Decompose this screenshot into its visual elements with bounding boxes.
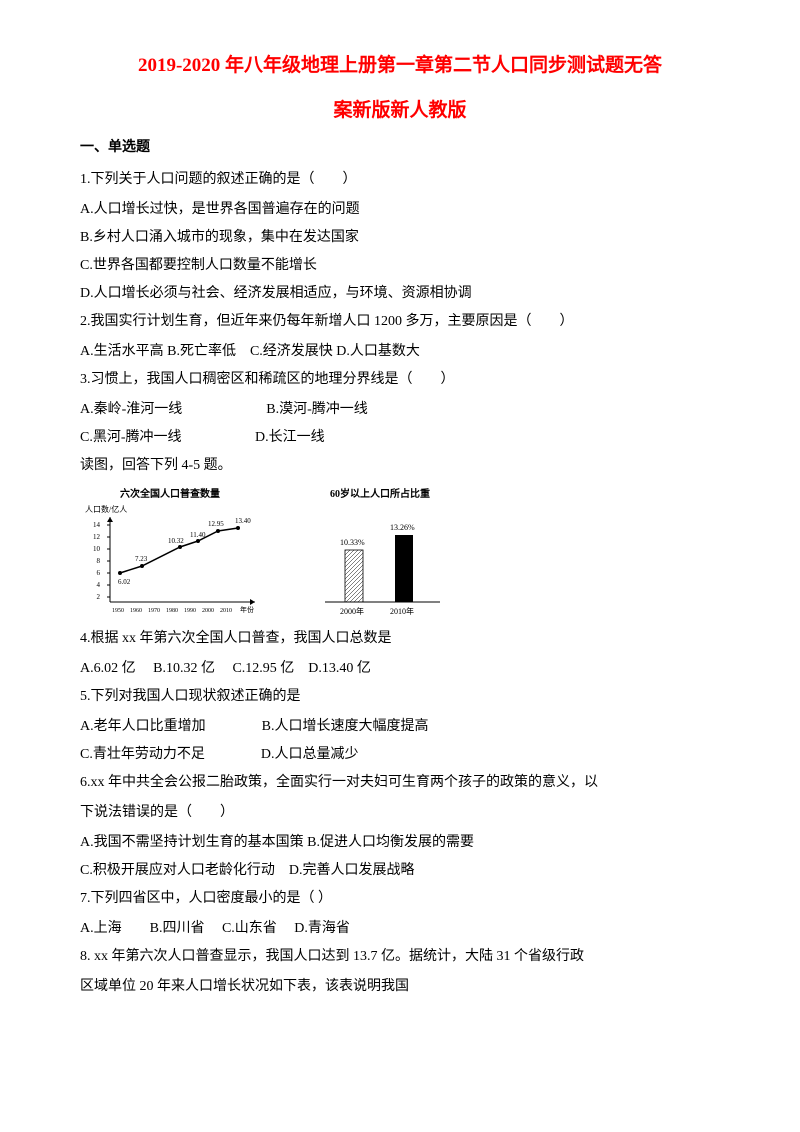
q1-optD: D.人口增长必须与社会、经济发展相适应，与环境、资源相协调: [80, 280, 720, 308]
svg-text:1990: 1990: [184, 608, 196, 614]
q4-stem: 4.根据 xx 年第六次全国人口普查，我国人口总数是: [80, 625, 720, 653]
svg-text:6.02: 6.02: [118, 578, 131, 586]
section-header: 一、单选题: [80, 136, 720, 156]
svg-text:12: 12: [93, 533, 101, 541]
svg-text:10: 10: [93, 545, 101, 553]
svg-text:10.33%: 10.33%: [340, 538, 365, 547]
q2-stem: 2.我国实行计划生育，但近年来仍每年新增人口 1200 多万，主要原因是（ ）: [80, 308, 720, 336]
q5-stem: 5.下列对我国人口现状叙述正确的是: [80, 683, 720, 711]
q6-stem2: 下说法错误的是（ ）: [80, 799, 720, 827]
q1-optC: C.世界各国都要控制人口数量不能增长: [80, 252, 720, 280]
chart2-svg: 10.33% 13.26% 2000年 2010年: [310, 502, 450, 617]
read-instruction: 读图，回答下列 4-5 题。: [80, 452, 720, 480]
svg-text:13.26%: 13.26%: [390, 523, 415, 532]
q7-stem: 7.下列四省区中，人口密度最小的是（ ）: [80, 885, 720, 913]
q5-opts1: A.老年人口比重增加 B.人口增长速度大幅度提高: [80, 713, 720, 741]
svg-text:10.32: 10.32: [168, 537, 184, 545]
q8-line1: 8. xx 年第六次人口普查显示，我国人口达到 13.7 亿。据统计，大陆 31…: [80, 943, 720, 971]
q6-opts1: A.我国不需坚持计划生育的基本国策 B.促进人口均衡发展的需要: [80, 829, 720, 857]
svg-text:2010年: 2010年: [390, 606, 414, 616]
q2-opts: A.生活水平高 B.死亡率低 C.经济发展快 D.人口基数大: [80, 338, 720, 366]
svg-text:1950: 1950: [112, 608, 124, 614]
svg-text:2000: 2000: [202, 608, 214, 614]
svg-text:1960: 1960: [130, 608, 142, 614]
svg-text:1970: 1970: [148, 608, 160, 614]
svg-text:年份: 年份: [240, 605, 254, 614]
q8-line2: 区域单位 20 年来人口增长状况如下表，该表说明我国: [80, 973, 720, 1001]
q6-stem: 6.xx 年中共全会公报二胎政策，全面实行一对夫妇可生育两个孩子的政策的意义，以: [80, 769, 720, 797]
svg-text:4: 4: [97, 581, 101, 589]
chart1-title: 六次全国人口普查数量: [80, 485, 260, 500]
doc-title-line1: 2019-2020 年八年级地理上册第一章第二节人口同步测试题无答: [80, 50, 720, 77]
svg-text:11.40: 11.40: [190, 531, 206, 539]
svg-text:1980: 1980: [166, 608, 178, 614]
svg-text:2000年: 2000年: [340, 606, 364, 616]
svg-text:2: 2: [97, 593, 101, 601]
svg-text:13.40: 13.40: [235, 517, 251, 525]
q7-opts: A.上海 B.四川省 C.山东省 D.青海省: [80, 915, 720, 943]
q1-stem: 1.下列关于人口问题的叙述正确的是（ ）: [80, 166, 720, 194]
svg-text:14: 14: [93, 521, 101, 529]
chart2-box: 60岁以上人口所占比重 10.33% 13.26% 2000年 2010年: [310, 485, 450, 617]
chart1-box: 六次全国人口普查数量 人口数/亿人 14 12 10 8 6 4 2: [80, 485, 260, 617]
svg-text:2010: 2010: [220, 608, 232, 614]
q3-stem: 3.习惯上，我国人口稠密区和稀疏区的地理分界线是（ ）: [80, 366, 720, 394]
svg-text:6: 6: [97, 569, 101, 577]
chart2-title: 60岁以上人口所占比重: [310, 485, 450, 500]
q6-opts2: C.积极开展应对人口老龄化行动 D.完善人口发展战略: [80, 857, 720, 885]
svg-text:7.23: 7.23: [135, 555, 148, 563]
svg-text:12.95: 12.95: [208, 520, 224, 528]
chart-container: 六次全国人口普查数量 人口数/亿人 14 12 10 8 6 4 2: [80, 485, 720, 617]
q3-opts1: A.秦岭-淮河一线 B.漠河-腾冲一线: [80, 396, 720, 424]
chart1-svg: 人口数/亿人 14 12 10 8 6 4 2 6.: [80, 502, 260, 617]
q5-opts2: C.青壮年劳动力不足 D.人口总量减少: [80, 741, 720, 769]
chart1-ylabel: 人口数/亿人: [85, 504, 127, 514]
doc-title-line2: 案新版新人教版: [80, 95, 720, 122]
q1-optB: B.乡村人口涌入城市的现象，集中在发达国家: [80, 224, 720, 252]
q4-opts: A.6.02 亿 B.10.32 亿 C.12.95 亿 D.13.40 亿: [80, 655, 720, 683]
svg-text:8: 8: [97, 557, 101, 565]
q3-opts2: C.黑河-腾冲一线 D.长江一线: [80, 424, 720, 452]
q1-optA: A.人口增长过快，是世界各国普遍存在的问题: [80, 196, 720, 224]
